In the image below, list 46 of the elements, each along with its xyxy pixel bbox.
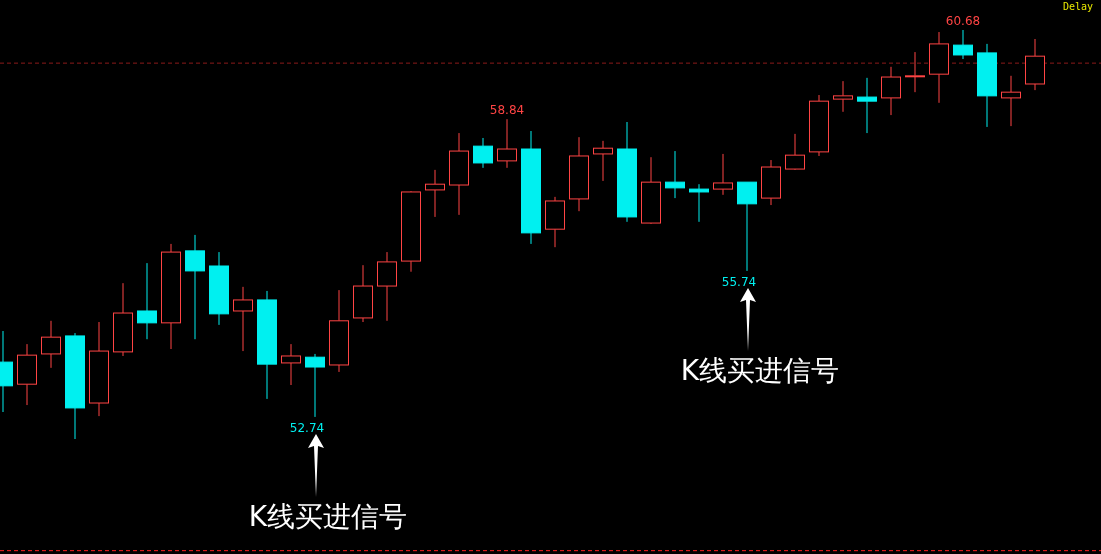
text: Delay bbox=[1062, 1, 1093, 12]
candlestick bbox=[233, 286, 253, 352]
candlestick bbox=[569, 136, 589, 212]
candlestick bbox=[137, 262, 157, 340]
candlestick bbox=[809, 94, 829, 157]
candlestick bbox=[473, 137, 493, 169]
annotation: 52.74 bbox=[289, 420, 325, 435]
candlestick bbox=[65, 332, 85, 440]
candlestick bbox=[89, 321, 109, 417]
candlestick bbox=[665, 150, 685, 199]
candlestick bbox=[497, 118, 517, 169]
annotation: K线买进信号 bbox=[680, 353, 840, 387]
candlestick bbox=[113, 282, 133, 357]
candlestick bbox=[1001, 75, 1021, 127]
annotation: 55.74 bbox=[721, 274, 757, 289]
candlestick bbox=[17, 343, 37, 406]
candlestick bbox=[953, 29, 973, 60]
candlestick bbox=[449, 132, 469, 216]
candlestick bbox=[281, 343, 301, 386]
candlestick bbox=[761, 159, 781, 206]
candlestick bbox=[977, 43, 997, 128]
candlestick bbox=[617, 121, 637, 223]
candlestick bbox=[545, 196, 565, 248]
candlestick bbox=[257, 290, 277, 400]
candlestick bbox=[209, 251, 229, 326]
candlestick bbox=[377, 251, 397, 322]
candlestick bbox=[857, 77, 877, 134]
candlestick bbox=[353, 264, 373, 323]
candlestick bbox=[689, 183, 709, 223]
candlestick bbox=[929, 31, 949, 104]
candlestick bbox=[881, 66, 901, 116]
candlestick bbox=[905, 51, 925, 93]
candlestick bbox=[161, 243, 181, 350]
candlestick bbox=[329, 289, 349, 373]
text: K线买进信号 bbox=[248, 499, 408, 533]
candlestick bbox=[425, 169, 445, 218]
candlestick bbox=[521, 130, 541, 245]
candlestick bbox=[593, 140, 613, 182]
candlestick bbox=[41, 320, 61, 369]
annotation: 60.68 bbox=[945, 14, 981, 28]
candlestick bbox=[1025, 38, 1045, 91]
annotation: 58.84 bbox=[489, 103, 525, 118]
candlestick bbox=[185, 234, 205, 340]
candlestick bbox=[305, 353, 325, 418]
candlestick bbox=[713, 153, 733, 196]
candlestick bbox=[833, 80, 853, 113]
